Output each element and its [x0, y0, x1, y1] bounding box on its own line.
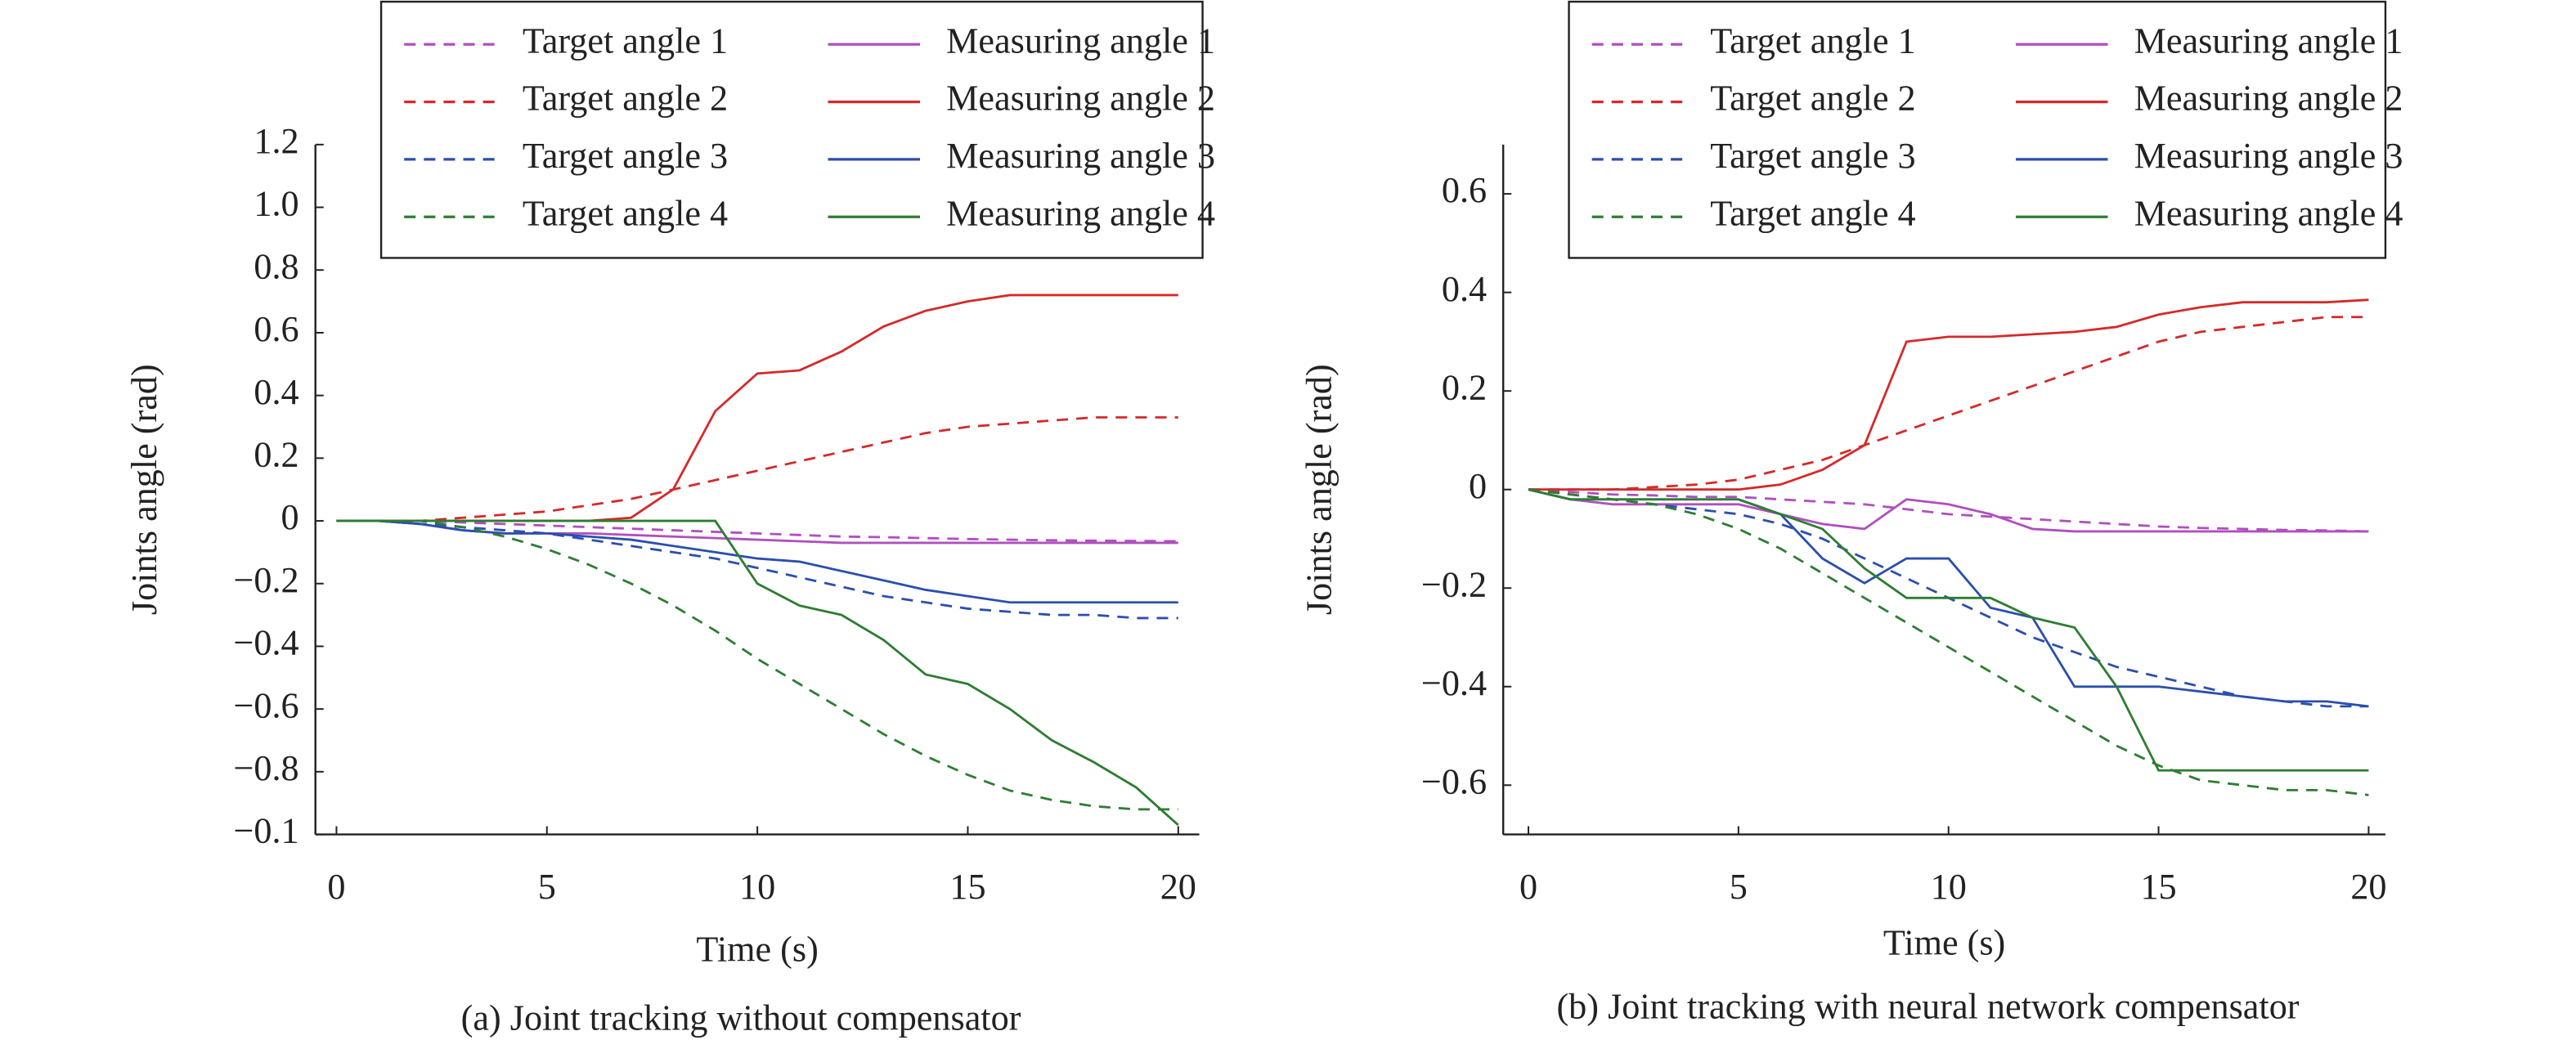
- legend-label: Measuring angle 1: [2134, 20, 2403, 61]
- x-tick-label: 10: [739, 867, 775, 907]
- series-line: [1528, 488, 2369, 772]
- series-line: [336, 519, 1178, 543]
- legend-label: Measuring angle 3: [2134, 136, 2403, 176]
- y-tick-label: 0.6: [254, 309, 298, 349]
- y-axis-label: Joints angle (rad): [124, 364, 164, 615]
- y-tick-label: −0.2: [233, 560, 298, 600]
- caption: (b) Joint tracking with neural network c…: [1556, 987, 2299, 1027]
- y-tick-label: 0.4: [254, 372, 298, 412]
- x-tick-label: 5: [1730, 867, 1748, 907]
- y-tick-label: 0.4: [1442, 269, 1487, 309]
- y-tick-label: −0.6: [233, 685, 298, 725]
- legend-label: Measuring angle 2: [2134, 78, 2403, 119]
- y-tick-label: 1.2: [254, 121, 298, 161]
- y-tick-label: −0.4: [1421, 663, 1487, 703]
- y-tick-label: 0: [1469, 466, 1487, 506]
- series-line: [336, 519, 1178, 620]
- y-tick-label: −0.8: [233, 748, 298, 788]
- legend-label: Target angle 1: [1710, 20, 1915, 61]
- caption: (a) Joint tracking without compensator: [461, 998, 1021, 1038]
- legend-label: Target angle 4: [1710, 193, 1915, 233]
- x-tick-label: 10: [1931, 867, 1967, 907]
- legend-label: Measuring angle 4: [2134, 193, 2403, 233]
- series-line: [336, 519, 1179, 827]
- legend-label: Target angle 2: [1710, 78, 1915, 119]
- y-tick-label: 0.6: [1442, 170, 1487, 210]
- y-tick-label: 1.0: [254, 184, 298, 224]
- y-tick-label: 0.2: [1442, 367, 1487, 407]
- series-line: [336, 294, 1178, 522]
- series-line: [336, 519, 1178, 811]
- series-line: [1528, 488, 2369, 533]
- y-tick-label: 0.2: [254, 434, 298, 474]
- legend-label: Measuring angle 4: [946, 193, 1215, 233]
- series-line: [1528, 298, 2369, 491]
- y-tick-label: −0.2: [1421, 564, 1487, 604]
- series-line: [1528, 488, 2369, 533]
- y-tick-label: 0: [281, 497, 299, 537]
- legend-label: Target angle 3: [523, 136, 728, 176]
- x-tick-label: 0: [1519, 867, 1537, 907]
- x-tick-label: 15: [949, 867, 985, 907]
- legend-box: [379, 0, 1204, 259]
- x-tick-label: 0: [327, 867, 345, 907]
- legend-label: Measuring angle 1: [946, 20, 1215, 61]
- legend-label: Target angle 3: [1710, 136, 1915, 176]
- x-axis-label: Time (s): [696, 929, 818, 969]
- y-tick-label: 0.8: [254, 246, 298, 286]
- x-tick-label: 20: [1160, 867, 1196, 907]
- series-line: [1528, 316, 2369, 491]
- legend-label: Measuring angle 2: [946, 78, 1215, 119]
- legend-label: Target angle 2: [523, 78, 728, 119]
- y-tick-label: −0.4: [233, 623, 298, 663]
- legend-label: Target angle 1: [523, 20, 728, 61]
- x-tick-label: 20: [2350, 867, 2386, 907]
- y-tick-label: −0.6: [1421, 761, 1487, 801]
- legend-label: Measuring angle 3: [946, 136, 1215, 176]
- series-line: [336, 416, 1178, 522]
- x-tick-label: 15: [2140, 867, 2176, 907]
- legend-label: Target angle 4: [523, 193, 728, 233]
- x-tick-label: 5: [538, 867, 556, 907]
- x-axis-label: Time (s): [1883, 922, 2005, 962]
- y-tick-label: −0.1: [233, 811, 298, 851]
- y-axis-label: Joints angle (rad): [1299, 364, 1339, 615]
- series-line: [1528, 488, 2369, 796]
- legend-box: [1568, 0, 2387, 259]
